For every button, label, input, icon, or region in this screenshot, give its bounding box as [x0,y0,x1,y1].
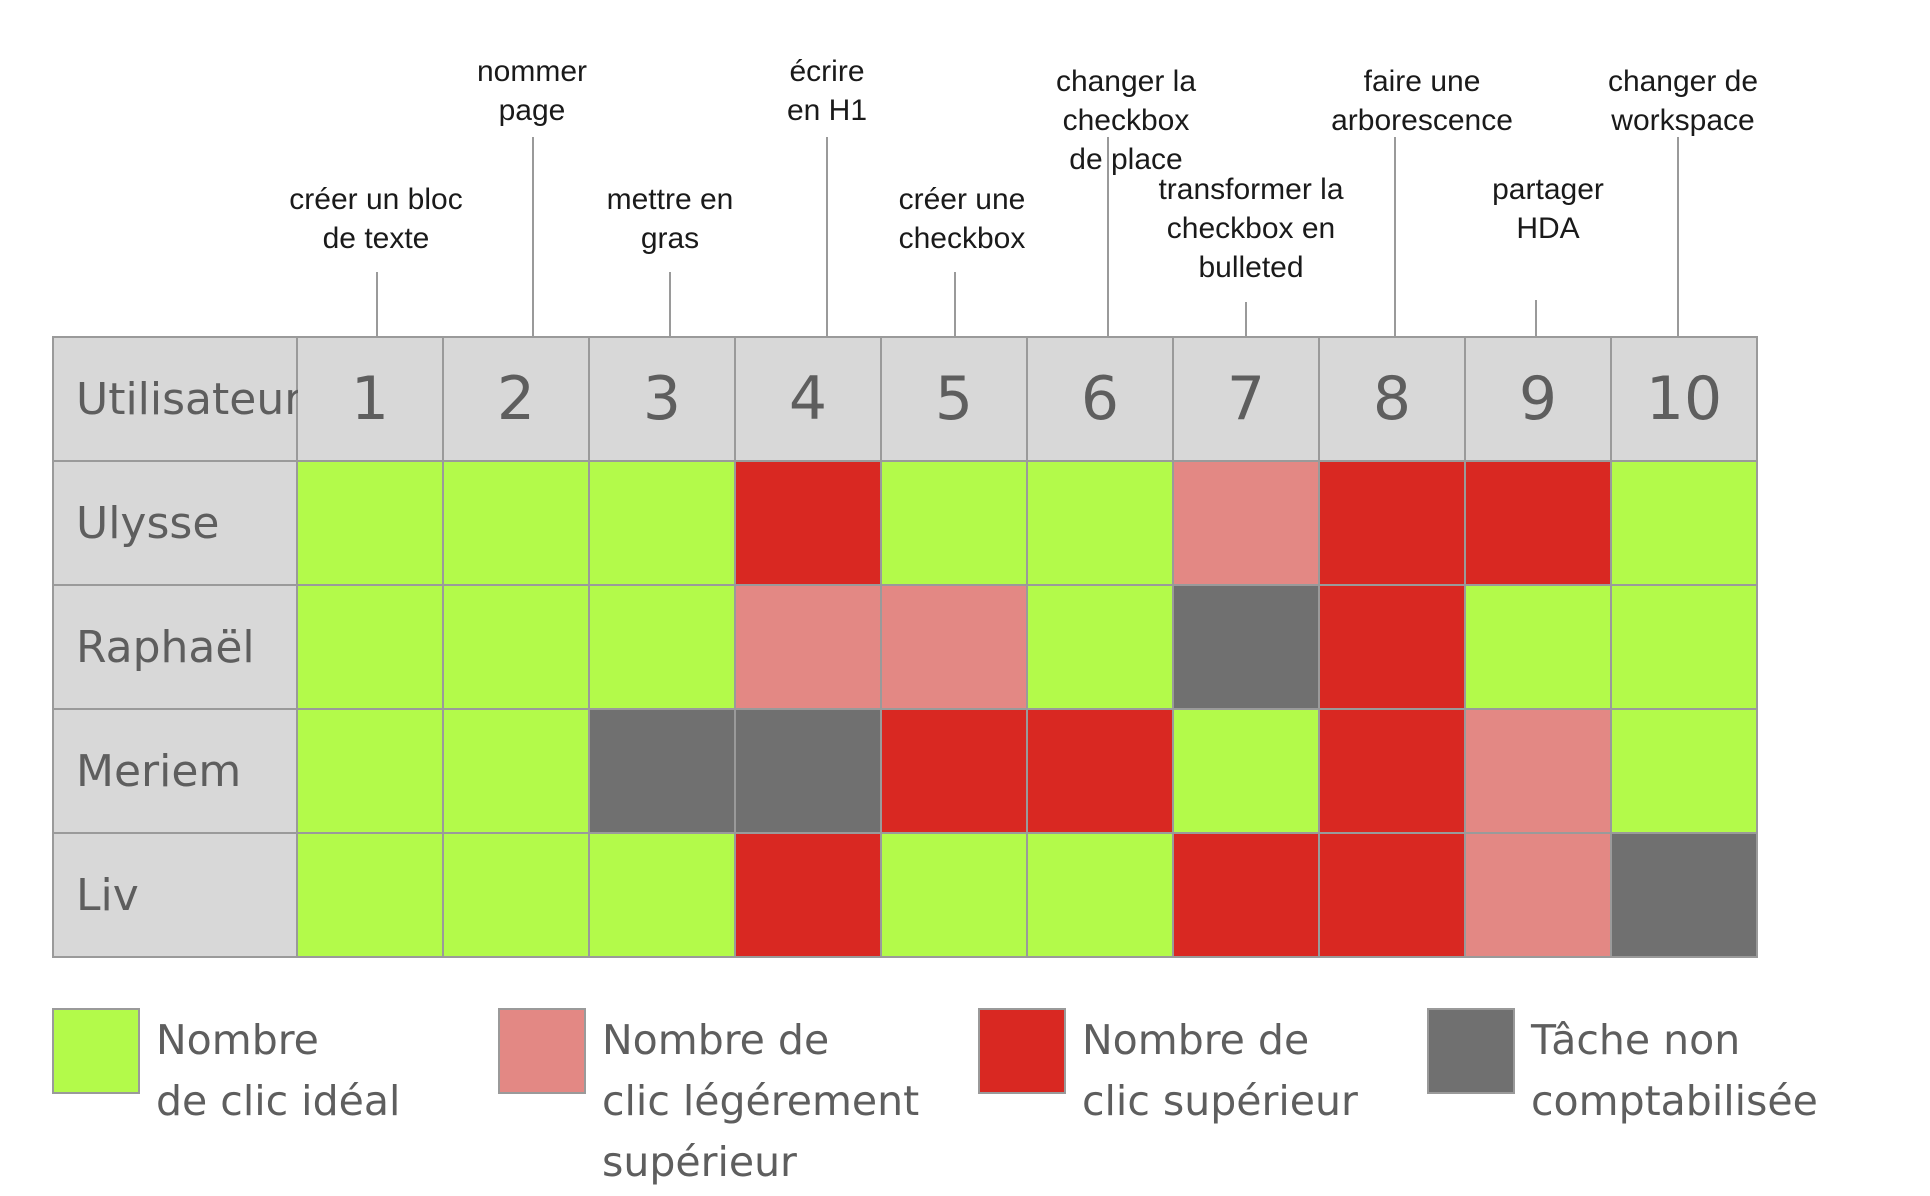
task-connector-line [826,137,828,336]
status-cell-ideal [444,586,590,710]
task-number-5: 5 [882,338,1028,462]
status-cell-ideal [444,834,590,958]
status-cell-superieur [1174,834,1320,958]
task-connector-line [669,272,671,336]
status-cell-ideal [882,462,1028,586]
legend-label: Nombre de clic idéal [156,1016,401,1125]
legend-swatch-non [1427,1008,1515,1094]
status-cell-ideal [1174,710,1320,834]
status-cell-ideal [1612,586,1758,710]
legend-label: Tâche non comptabilisée [1531,1016,1818,1125]
status-cell-non [1612,834,1758,958]
legend-item-superieur: Nombre de clic supérieur [978,1008,1358,1132]
status-cell-ideal [1466,586,1612,710]
status-cell-superieur [736,462,882,586]
task-label: transformer la checkbox en bulleted [1158,173,1344,284]
status-cell-ideal [1028,834,1174,958]
status-cell-ideal [590,462,736,586]
task-label: créer un bloc de texte [289,183,463,255]
task-connector-line [376,272,378,336]
task-number-8: 8 [1320,338,1466,462]
legend-item-leger: Nombre de clic légérement supérieur [498,1008,919,1193]
legend-item-non: Tâche non comptabilisée [1427,1008,1818,1132]
task-connector-line [532,137,534,336]
status-cell-ideal [298,586,444,710]
status-cell-leger [1174,462,1320,586]
legend-swatch-superieur [978,1008,1066,1094]
status-cell-superieur [1320,586,1466,710]
status-cell-superieur [882,710,1028,834]
results-grid: Utilisateur 1 2 3 4 5 6 7 8 9 10 Ulysse Raphaël Merie… [52,336,1758,958]
status-cell-non [590,710,736,834]
task-label: faire une arborescence [1331,65,1513,137]
task-connector-line [1394,137,1396,336]
header-row: Utilisateur 1 2 3 4 5 6 7 8 9 10 [54,338,1758,462]
user-name: Raphaël [54,586,298,710]
status-cell-non [736,710,882,834]
status-cell-leger [1466,834,1612,958]
task-number-9: 9 [1466,338,1612,462]
task-number-6: 6 [1028,338,1174,462]
legend-label: Nombre de clic légérement supérieur [602,1016,920,1186]
task-connector-line [1107,137,1109,336]
status-cell-non [1174,586,1320,710]
task-label: changer la checkbox de place [1055,65,1197,176]
task-connector-line [1535,300,1537,336]
status-cell-ideal [1612,462,1758,586]
user-name: Meriem [54,710,298,834]
status-cell-ideal [444,462,590,586]
status-cell-superieur [1320,834,1466,958]
status-cell-ideal [1612,710,1758,834]
task-number-10: 10 [1612,338,1758,462]
header-user-label: Utilisateur [54,338,302,462]
legend-label: Nombre de clic supérieur [1082,1016,1358,1125]
task-number-7: 7 [1174,338,1320,462]
status-cell-ideal [298,834,444,958]
task-connector-line [1677,137,1679,336]
table-row: Ulysse [54,462,1758,586]
status-cell-superieur [1466,462,1612,586]
status-cell-ideal [590,834,736,958]
status-cell-ideal [1028,462,1174,586]
user-name: Liv [54,834,298,958]
status-cell-leger [736,586,882,710]
task-label: mettre en gras [606,183,734,255]
table-row: Liv [54,834,1758,958]
task-connector-line [954,272,956,336]
status-cell-superieur [1028,710,1174,834]
task-number-3: 3 [590,338,736,462]
status-cell-ideal [590,586,736,710]
status-cell-leger [882,586,1028,710]
status-cell-superieur [1320,462,1466,586]
table-row: Meriem [54,710,1758,834]
status-cell-ideal [298,462,444,586]
status-cell-ideal [444,710,590,834]
status-cell-superieur [736,834,882,958]
task-number-2: 2 [444,338,590,462]
status-cell-superieur [1320,710,1466,834]
status-cell-leger [1466,710,1612,834]
legend-swatch-leger [498,1008,586,1094]
status-cell-ideal [1028,586,1174,710]
task-connector-line [1245,302,1247,336]
user-name: Ulysse [54,462,298,586]
table-row: Raphaël [54,586,1758,710]
task-label: nommer page [476,55,588,127]
status-cell-ideal [298,710,444,834]
task-number-4: 4 [736,338,882,462]
legend-item-ideal: Nombre de clic idéal [52,1008,400,1132]
task-label: changer de workspace [1607,65,1759,137]
task-label: écrire en H1 [786,55,868,127]
task-label: créer une checkbox [898,183,1026,255]
task-number-1: 1 [298,338,444,462]
legend-swatch-ideal [52,1008,140,1094]
status-cell-ideal [882,834,1028,958]
task-label: partager HDA [1492,173,1604,245]
